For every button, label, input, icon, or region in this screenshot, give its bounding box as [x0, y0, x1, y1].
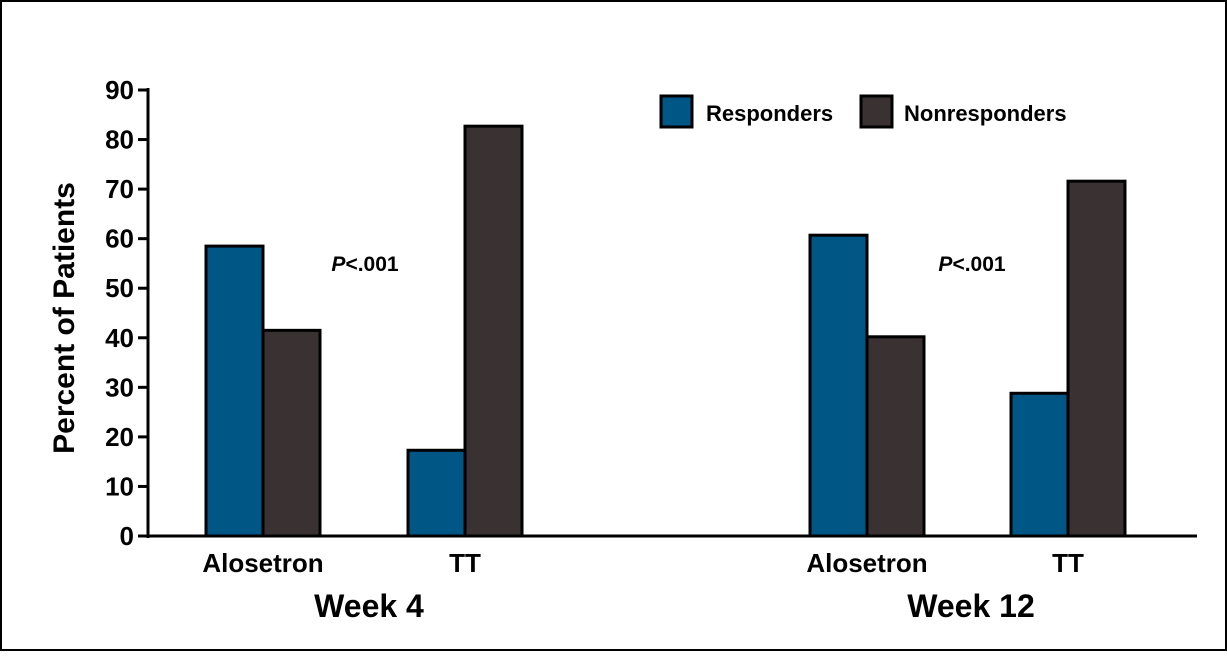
bar-nonresponders-tt — [463, 124, 524, 538]
annotations: P<.001 P<.001 — [331, 253, 1005, 276]
p-value-annotation: P<.001 — [938, 253, 1005, 276]
bar-responders-alosetron — [808, 233, 869, 538]
x-category-label: TT — [1052, 548, 1084, 578]
p-value-annotation: P<.001 — [331, 253, 398, 276]
bar-responders-alosetron — [204, 244, 265, 538]
y-tick-label: 70 — [105, 174, 134, 204]
y-tick-label: 60 — [105, 224, 134, 254]
legend-label-nonresponders: Nonresponders — [904, 101, 1067, 126]
x-category-label: Alosetron — [806, 548, 927, 578]
bar-nonresponders-tt — [1066, 179, 1127, 538]
x-category-label: Alosetron — [202, 548, 323, 578]
bar-responders-tt — [1009, 391, 1070, 538]
legend: Responders Nonresponders — [659, 94, 1067, 129]
bar-nonresponders-alosetron — [865, 335, 926, 538]
y-axis: 0 10 20 30 40 50 60 70 80 90 — [105, 75, 150, 551]
bars — [204, 124, 1127, 538]
y-tick-label: 50 — [105, 273, 134, 303]
y-tick-label: 80 — [105, 125, 134, 155]
y-tick-label: 90 — [105, 75, 134, 105]
x-group-label: Week 12 — [907, 588, 1035, 624]
y-axis-label: Percent of Patients — [48, 182, 81, 454]
x-axis: Alosetron TT Week 4 Alosetron TT Week 12 — [146, 534, 1197, 624]
y-tick-label: 20 — [105, 422, 134, 452]
y-tick-label: 10 — [105, 471, 134, 501]
bar-nonresponders-alosetron — [261, 328, 322, 538]
y-tick-label: 0 — [120, 521, 134, 551]
legend-label-responders: Responders — [706, 101, 833, 126]
y-tick-label: 40 — [105, 323, 134, 353]
legend-swatch-responders — [659, 94, 694, 129]
legend-swatch-nonresponders — [859, 94, 894, 129]
x-group-label: Week 4 — [314, 588, 424, 624]
bar-responders-tt — [406, 448, 467, 538]
x-category-label: TT — [449, 548, 481, 578]
y-tick-label: 30 — [105, 372, 134, 402]
